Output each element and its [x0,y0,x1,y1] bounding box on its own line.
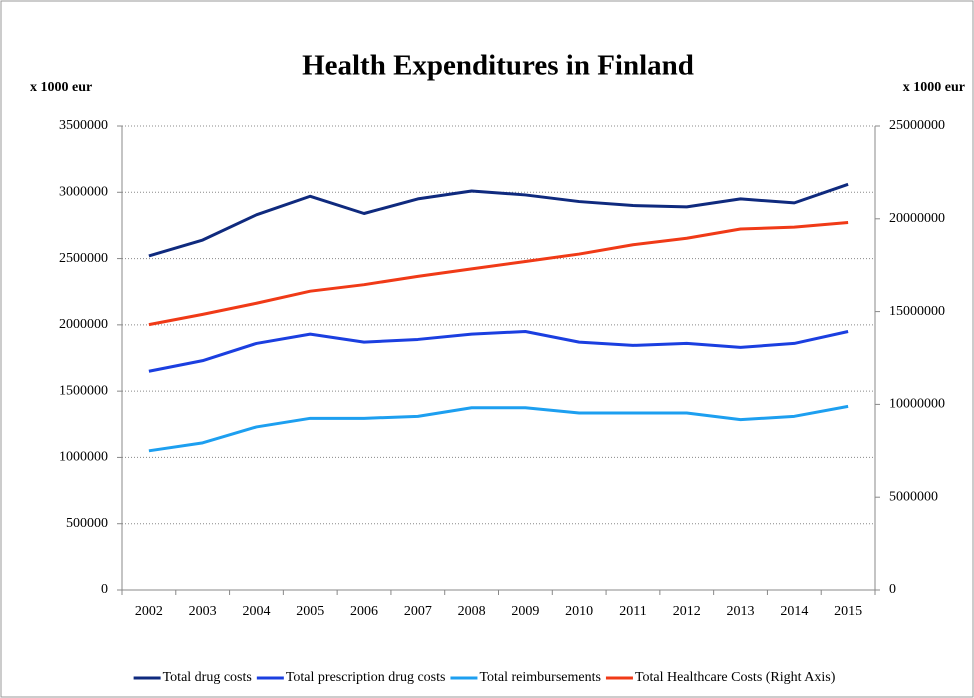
series-line [148,221,849,327]
x-tick-label: 2008 [458,604,486,619]
chart-title: Health Expenditures in Finland [302,50,694,82]
y-tick-label: 3500000 [59,118,108,133]
x-tick-label: 2014 [780,604,808,619]
y2-tick-label: 5000000 [889,489,938,504]
x-tick-label: 2003 [189,604,217,619]
x-tick-label: 2012 [673,604,701,619]
y-tick-label: 500000 [66,516,108,531]
legend-label: Total prescription drug costs [286,670,446,685]
y-tick-label: 1000000 [59,450,108,465]
series-line [148,182,849,258]
y2-tick-label: 20000000 [889,211,945,226]
series-line [148,329,849,373]
x-tick-label: 2015 [834,604,862,619]
x-tick-label: 2004 [242,604,270,619]
y2-tick-label: 25000000 [889,118,945,133]
legend-label: Total drug costs [163,670,252,685]
y2-tick-label: 15000000 [889,304,945,319]
x-tick-label: 2011 [619,604,646,619]
x-tick-label: 2013 [727,604,755,619]
y-tick-label: 1500000 [59,383,108,398]
y-tick-label: 0 [101,582,108,597]
x-tick-label: 2010 [565,604,593,619]
y2-axis-label: x 1000 eur [903,80,965,95]
x-tick-label: 2006 [350,604,378,619]
y-tick-label: 2000000 [59,317,108,332]
x-tick-label: 2002 [135,604,163,619]
series-line [148,404,849,453]
y2-tick-label: 10000000 [889,397,945,412]
y-tick-label: 2500000 [59,251,108,266]
y2-tick-label: 0 [889,582,896,597]
y-axis-label: x 1000 eur [30,80,92,95]
x-tick-label: 2009 [511,604,539,619]
x-tick-label: 2007 [404,604,432,619]
y-tick-label: 3000000 [59,185,108,200]
legend-label: Total Healthcare Costs (Right Axis) [635,670,836,685]
legend-label: Total reimbursements [479,670,601,685]
x-tick-label: 2005 [296,604,324,619]
